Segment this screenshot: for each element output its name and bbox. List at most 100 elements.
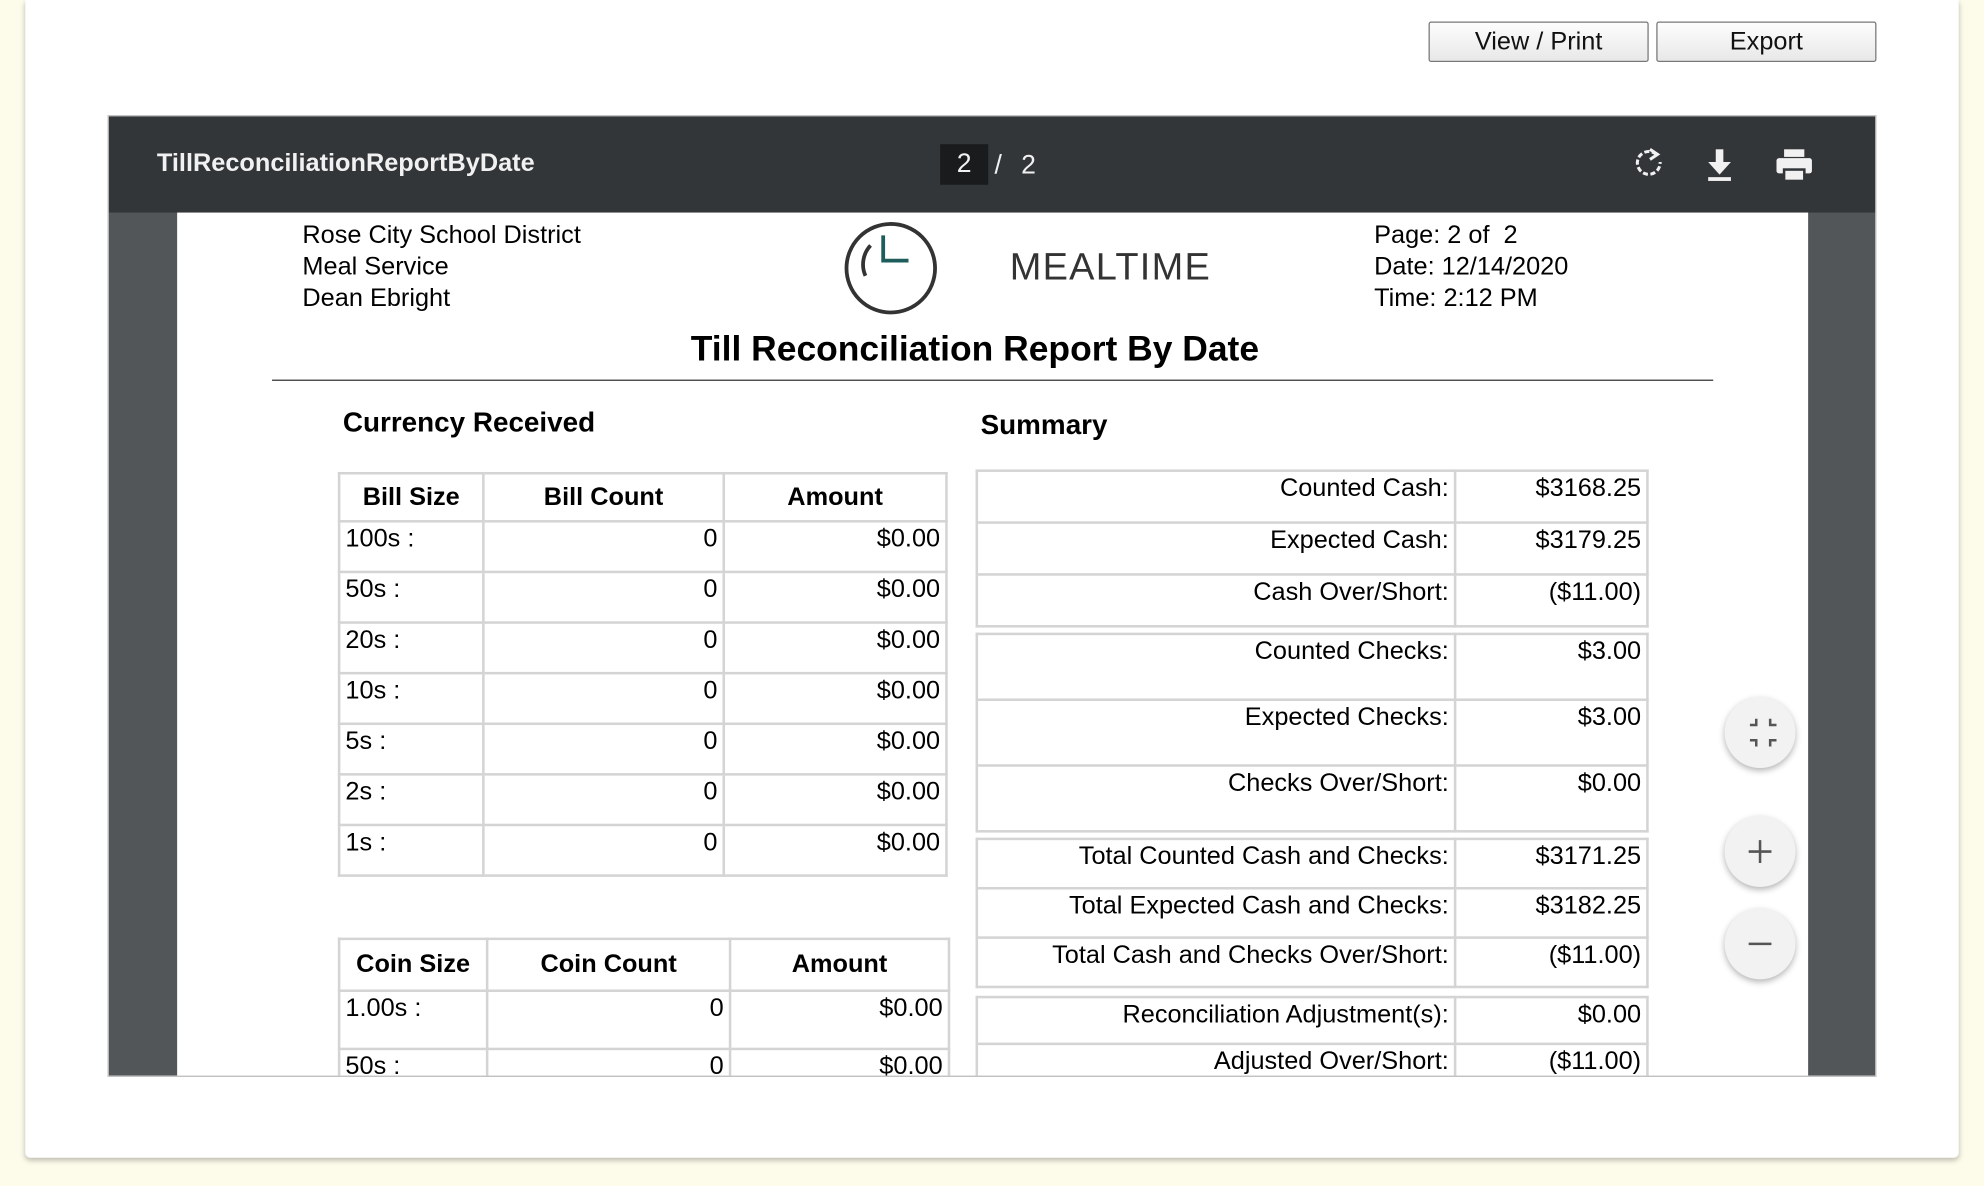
table-cell: $0.00 bbox=[722, 570, 948, 624]
table-cell: 1s : bbox=[337, 823, 485, 877]
table-cell: $0.00 bbox=[722, 520, 948, 574]
column-header: Amount bbox=[722, 471, 948, 523]
logo-mark bbox=[844, 222, 937, 315]
summary-value: ($11.00) bbox=[1453, 1042, 1649, 1076]
summary-row: Total Expected Cash and Checks: $3182.25 bbox=[975, 886, 1649, 939]
summary-row: Total Counted Cash and Checks: $3171.25 bbox=[975, 837, 1649, 890]
table-cell: 5s : bbox=[337, 722, 485, 776]
summary-group: Reconciliation Adjustment(s): $0.00 Adjust… bbox=[975, 995, 1649, 1076]
document-title: TillReconciliationReportByDate bbox=[156, 149, 535, 178]
zoom-in-button[interactable] bbox=[1724, 816, 1796, 887]
pdf-viewer: TillReconciliationReportByDate 2 / 2 MEA… bbox=[107, 115, 1877, 1077]
summary-label: Total Counted Cash and Checks: bbox=[975, 837, 1457, 890]
table-cell: $0.00 bbox=[722, 671, 948, 726]
summary-group: Counted Cash: $3168.25 Expected Cash: $3179… bbox=[975, 469, 1649, 628]
table-cell: 0 bbox=[482, 823, 726, 877]
table-cell: $0.00 bbox=[722, 773, 948, 827]
summary-label: Total Cash and Checks Over/Short: bbox=[975, 936, 1457, 989]
page-separator: / bbox=[994, 150, 1002, 180]
rotate-icon[interactable] bbox=[1635, 148, 1662, 176]
summary-label: Cash Over/Short: bbox=[975, 573, 1457, 628]
summary-group: Counted Checks: $3.00 Expected Checks: $3.0… bbox=[975, 632, 1649, 833]
summary-label: Expected Cash: bbox=[975, 521, 1457, 576]
report-title: Till Reconciliation Report By Date bbox=[690, 328, 1260, 369]
summary-row: Counted Cash: $3168.25 bbox=[975, 469, 1649, 524]
column-header: Coin Size bbox=[337, 937, 489, 993]
fit-page-button[interactable] bbox=[1724, 697, 1796, 769]
toolbar-icons bbox=[1635, 148, 1812, 183]
summary-label: Expected Checks: bbox=[975, 698, 1457, 767]
table-row: 50s :0 $0.00 bbox=[337, 1047, 951, 1076]
view-print-button[interactable]: View / Print bbox=[1428, 21, 1649, 63]
table-cell: 50s : bbox=[337, 570, 485, 624]
summary-row: Reconciliation Adjustment(s): $0.00 bbox=[975, 995, 1649, 1046]
table-cell: 10s : bbox=[337, 671, 485, 726]
page-info-line: Page: 2 of 2 bbox=[1374, 221, 1518, 250]
summary-label: Checks Over/Short: bbox=[975, 764, 1457, 833]
table-cell: 0 bbox=[482, 722, 726, 776]
coins-table: Coin Size Coin Count Amount 1.00s :0 $0.00 50… bbox=[337, 937, 951, 1076]
column-header: Amount bbox=[728, 937, 951, 993]
table-cell: 0 bbox=[485, 989, 732, 1051]
summary-label: Reconciliation Adjustment(s): bbox=[975, 995, 1457, 1046]
summary-value: $3182.25 bbox=[1453, 886, 1649, 939]
summary-row: Expected Checks: $3.00 bbox=[975, 698, 1649, 767]
table-row: 5s :0 $0.00 bbox=[337, 722, 948, 776]
table-cell: $0.00 bbox=[722, 722, 948, 776]
download-icon[interactable] bbox=[1708, 149, 1731, 181]
table-row: 1.00s :0 $0.00 bbox=[337, 989, 951, 1051]
summary-row: Cash Over/Short: ($11.00) bbox=[975, 573, 1649, 628]
table-cell: 2s : bbox=[337, 773, 485, 827]
summary-row: Adjusted Over/Short: ($11.00) bbox=[975, 1042, 1649, 1076]
summary-value: $3.00 bbox=[1453, 698, 1649, 767]
summary-row: Expected Cash: $3179.25 bbox=[975, 521, 1649, 576]
page-info-line: Date: 12/14/2020 bbox=[1374, 253, 1569, 281]
table-row: 1s :0 $0.00 bbox=[337, 823, 948, 877]
table-cell: $0.00 bbox=[722, 823, 948, 877]
logo-text: MEALTIME bbox=[1009, 246, 1212, 289]
table-cell: 0 bbox=[482, 773, 726, 827]
total-pages: 2 bbox=[1021, 150, 1036, 180]
export-button[interactable]: Export bbox=[1656, 21, 1877, 63]
table-cell: 20s : bbox=[337, 621, 485, 675]
column-header: Coin Count bbox=[485, 937, 732, 993]
summary-row: Counted Checks: $3.00 bbox=[975, 632, 1649, 701]
summary-value: ($11.00) bbox=[1453, 573, 1649, 628]
table-cell: 0 bbox=[482, 520, 726, 574]
header-row: Coin Size Coin Count Amount bbox=[337, 937, 951, 993]
print-icon[interactable] bbox=[1776, 149, 1812, 183]
column-header: Bill Count bbox=[482, 471, 726, 523]
summary-label: Counted Cash: bbox=[975, 469, 1457, 524]
table-cell: 1.00s : bbox=[337, 989, 489, 1051]
table-cell: 0 bbox=[482, 570, 726, 624]
summary-value: $0.00 bbox=[1453, 764, 1649, 833]
summary-label: Total Expected Cash and Checks: bbox=[975, 886, 1457, 939]
currency-title: Currency Received bbox=[342, 406, 596, 438]
header-row: Bill Size Bill Count Amount bbox=[337, 471, 948, 523]
summary-row: Checks Over/Short: $0.00 bbox=[975, 764, 1649, 833]
summary-value: $3171.25 bbox=[1453, 837, 1649, 890]
table-cell: $0.00 bbox=[728, 1047, 951, 1076]
table-row: 20s :0 $0.00 bbox=[337, 621, 948, 675]
summary-group: Total Counted Cash and Checks: $3171.25 To… bbox=[975, 837, 1649, 989]
viewer-toolbar: TillReconciliationReportByDate 2 / 2 bbox=[108, 116, 1876, 213]
summary-value: $3168.25 bbox=[1453, 469, 1649, 524]
organization-line: Dean Ebright bbox=[302, 284, 451, 313]
table-cell: 50s : bbox=[337, 1047, 489, 1076]
summary-row: Total Cash and Checks Over/Short: ($11.00… bbox=[975, 936, 1649, 989]
table-row: 50s :0 $0.00 bbox=[337, 570, 948, 624]
summary-label: Adjusted Over/Short: bbox=[975, 1042, 1457, 1076]
zoom-out-button[interactable] bbox=[1724, 908, 1796, 980]
summary-title: Summary bbox=[980, 408, 1108, 441]
summary-value: $0.00 bbox=[1453, 995, 1649, 1046]
table-row: 10s :0 $0.00 bbox=[337, 671, 948, 726]
summary-value: $3179.25 bbox=[1453, 521, 1649, 576]
column-header: Bill Size bbox=[337, 471, 485, 523]
summary-label: Counted Checks: bbox=[975, 632, 1457, 701]
table-cell: 100s : bbox=[337, 520, 485, 574]
current-page-input[interactable]: 2 bbox=[940, 144, 989, 185]
bills-table: Bill Size Bill Count Amount 100s :0 $0.00 50s… bbox=[337, 471, 948, 877]
title-rule bbox=[272, 379, 1714, 381]
